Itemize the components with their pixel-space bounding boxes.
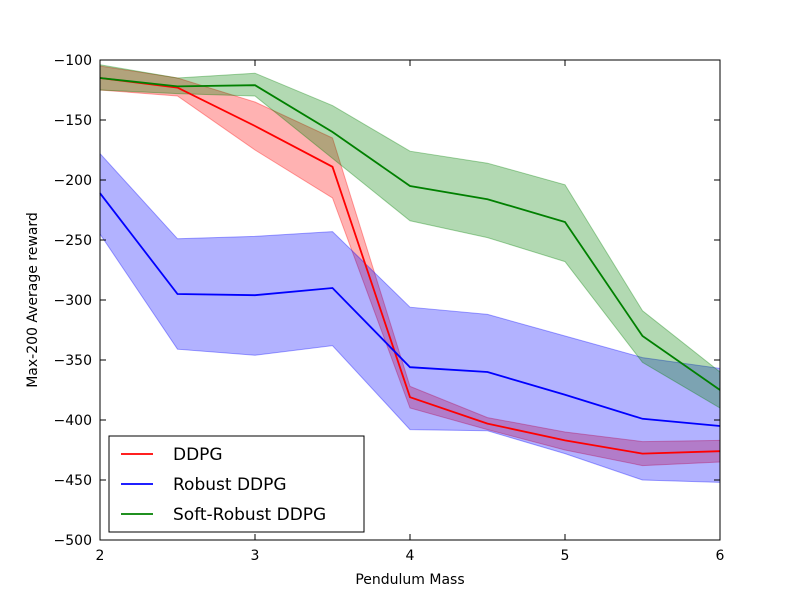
x-tick-label: 6 xyxy=(716,548,725,564)
y-tick-label: −250 xyxy=(54,233,92,249)
x-tick-label: 5 xyxy=(561,548,570,564)
y-tick-label: −150 xyxy=(54,113,92,129)
legend-label-ddpg: DDPG xyxy=(173,445,223,465)
y-tick-label: −400 xyxy=(54,413,92,429)
y-tick-label: −100 xyxy=(54,53,92,69)
y-axis-label: Max-200 Average reward xyxy=(25,212,41,388)
legend-label-robust-ddpg: Robust DDPG xyxy=(173,475,287,495)
ddpg-line xyxy=(99,77,721,455)
x-tick-label: 2 xyxy=(96,548,105,564)
soft-robust-ddpg-line xyxy=(99,77,721,391)
robust-ddpg-line xyxy=(99,192,721,427)
x-tick-label: 4 xyxy=(406,548,415,564)
y-axis-ticks: −500 −450 −400 −350 −300 −250 −200 −150 −100 xyxy=(54,53,720,549)
y-tick-label: −500 xyxy=(54,533,92,549)
legend-label-soft-robust-ddpg: Soft-Robust DDPG xyxy=(173,505,326,525)
y-tick-label: −200 xyxy=(54,173,92,189)
x-axis-label: Pendulum Mass xyxy=(355,572,464,588)
x-axis-ticks: 2 3 4 5 6 xyxy=(96,60,725,564)
y-tick-label: −350 xyxy=(54,353,92,369)
legend: DDPG Robust DDPG Soft-Robust DDPG xyxy=(108,435,365,533)
y-tick-label: −300 xyxy=(54,293,92,309)
y-tick-label: −450 xyxy=(54,473,92,489)
series-lines xyxy=(99,77,721,455)
x-tick-label: 3 xyxy=(251,548,260,564)
